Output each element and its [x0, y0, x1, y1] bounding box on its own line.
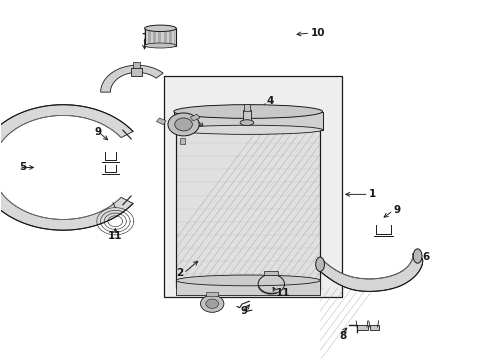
Ellipse shape: [173, 105, 322, 118]
Circle shape: [167, 113, 199, 136]
Bar: [176, 130, 320, 288]
Bar: [144, 28, 176, 45]
Bar: [206, 292, 218, 296]
PathPatch shape: [0, 105, 133, 230]
Circle shape: [200, 295, 224, 312]
Bar: [171, 28, 175, 45]
Bar: [176, 280, 320, 295]
Ellipse shape: [173, 125, 322, 134]
Bar: [190, 114, 200, 121]
PathPatch shape: [320, 253, 422, 292]
Circle shape: [174, 118, 192, 131]
Bar: [155, 28, 159, 45]
Ellipse shape: [144, 25, 176, 32]
Text: 8: 8: [339, 331, 346, 341]
Text: 10: 10: [310, 28, 324, 38]
Bar: [356, 324, 367, 329]
Ellipse shape: [144, 43, 176, 48]
Bar: [165, 28, 170, 45]
Text: 2: 2: [176, 268, 183, 278]
Text: 4: 4: [266, 96, 273, 106]
Bar: [173, 112, 322, 130]
Text: 9: 9: [241, 306, 247, 316]
Ellipse shape: [315, 257, 324, 271]
Bar: [179, 138, 185, 144]
Text: 9: 9: [392, 206, 400, 216]
PathPatch shape: [101, 65, 163, 92]
Bar: [176, 130, 320, 288]
Text: 9: 9: [95, 127, 102, 136]
Circle shape: [205, 299, 218, 309]
Text: 11: 11: [276, 288, 290, 298]
Bar: [131, 68, 142, 76]
Bar: [156, 118, 166, 125]
Text: 3: 3: [185, 111, 193, 121]
Bar: [369, 324, 378, 329]
Bar: [244, 104, 249, 111]
Bar: [133, 62, 140, 68]
Bar: [149, 28, 154, 45]
Text: 5: 5: [19, 162, 26, 172]
Text: 1: 1: [368, 189, 375, 199]
Ellipse shape: [176, 275, 320, 286]
Bar: [144, 28, 148, 45]
Bar: [160, 28, 164, 45]
Ellipse shape: [412, 249, 421, 263]
Bar: [243, 110, 250, 125]
Bar: [264, 271, 278, 275]
Bar: [163, 76, 341, 297]
Text: 11: 11: [108, 231, 122, 240]
Text: 7: 7: [141, 33, 148, 43]
Ellipse shape: [240, 120, 253, 126]
Text: 6: 6: [422, 252, 429, 262]
